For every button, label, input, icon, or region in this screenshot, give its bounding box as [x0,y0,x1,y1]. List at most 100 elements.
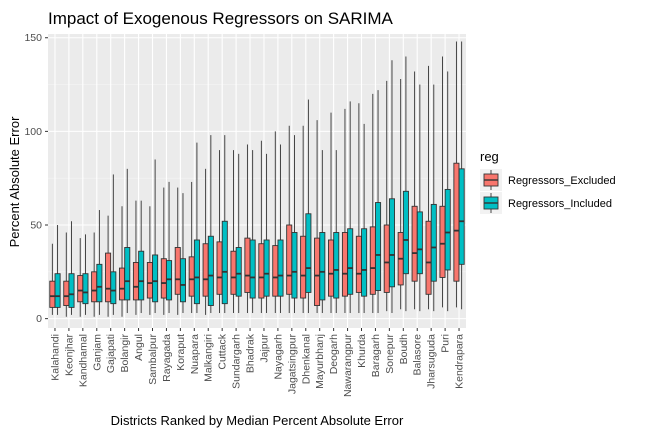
x-tick-label: Boudh [398,334,410,365]
iqr-box [319,232,326,301]
x-tick-label: Kendrapara [454,334,466,389]
iqr-box [49,280,56,308]
legend-item-regressors_excluded: Regressors_Excluded [480,169,616,191]
x-tick-label: Nawarangpur [342,334,354,398]
iqr-box [188,256,195,297]
box-regressors_included-balasore [416,84,423,312]
iqr-box [160,258,167,299]
x-tick-label: Koraput [175,334,187,371]
x-tick-label: Puri [440,334,452,353]
x-tick-label: Kalahandi [49,334,61,381]
iqr-box [439,205,446,278]
x-tick-label: Balasore [412,334,424,376]
iqr-box [355,235,362,293]
box-regressors_included-baragarh [375,90,382,314]
box-regressors_excluded-nuapara [188,181,195,314]
y-axis: 0 50 100 150 [24,32,48,325]
box-regressors_included-nawarangpur [347,101,354,314]
box-regressors_included-jagatsingpur [291,135,298,314]
x-tick-label: Baragarh [370,334,382,377]
iqr-box [138,250,145,301]
box-regressors_included-sundargarh [235,153,242,314]
x-tick-label: Kandhamal [77,334,89,387]
x-tick-label: Nayagarh [272,334,284,380]
iqr-box [458,168,465,265]
iqr-box [314,237,321,306]
x-axis: Kalahandi Keonjhar Kandhamal Ganjam Gajapati… [49,328,466,398]
box-regressors_included-mayurbhanj [319,150,326,314]
iqr-box [235,247,242,297]
iqr-box [244,237,251,293]
x-tick-label: Gajapati [105,334,117,373]
legend-item-regressors_included: Regressors_Included [480,192,612,214]
iqr-box [258,243,265,299]
box-regressors_included-bhadrak [249,150,256,314]
iqr-box [375,202,382,291]
iqr-box [388,198,395,288]
iqr-box [263,239,270,297]
iqr-box [132,262,139,301]
box-regressors_included-cuttack [221,135,228,314]
x-tick-label: Rayagada [161,334,173,382]
x-tick-label: Sambalpur [147,334,159,385]
iqr-box [221,220,228,305]
iqr-box [300,235,307,299]
x-tick-label: Nuapara [189,334,201,374]
box-regressors_included-sonepur [388,60,395,314]
iqr-box [207,235,214,306]
box-regressors_excluded-baragarh [369,93,376,314]
box-regressors_excluded-gajapati [105,215,112,317]
x-tick-label: Ganjam [91,334,103,371]
iqr-box [77,275,84,303]
iqr-box [110,271,117,305]
iqr-box [305,213,312,293]
legend-title: reg [480,149,499,164]
box-regressors_included-khurda [361,123,368,314]
iqr-box [124,247,131,301]
box-regressors_included-dhenkanal [305,99,312,314]
iqr-box [202,243,209,297]
box-regressors_included-nuapara [193,142,200,314]
plot-panel [48,34,466,328]
iqr-box [193,239,200,305]
x-tick-label: Bhadrak [245,333,257,373]
iqr-box [146,262,153,299]
y-tick-label: 50 [30,220,42,232]
x-tick-label: Sundargarh [231,334,243,389]
y-tick-label: 150 [24,32,42,44]
iqr-box [383,224,390,293]
box-regressors_included-bolangir [124,168,131,314]
box-regressors_included-gajapati [110,174,117,315]
iqr-box [444,188,451,271]
legend: reg Regressors_Excluded Regressors_Includ… [480,149,616,214]
iqr-box [119,267,126,301]
box-regressors_included-jharsuguda [430,84,437,312]
iqr-box [54,273,61,308]
chart-title: Impact of Exogenous Regressors on SARIMA [48,9,394,28]
x-tick-label: Bolangir [119,334,131,373]
y-tick-label: 0 [36,313,42,325]
iqr-box [369,226,376,295]
iqr-box [272,245,279,297]
box-regressors_excluded-sonepur [383,80,390,312]
box-regressors_excluded-balasore [411,71,418,310]
iqr-box [416,211,423,275]
iqr-box [216,241,223,295]
x-tick-label: Sonepur [384,334,396,374]
iqr-box [411,205,418,282]
box-regressors_excluded-boudh [397,78,404,310]
x-tick-label: Jagatsingpur [286,333,298,394]
box-regressors_included-kalahandi [54,225,61,315]
box-regressors_excluded-cuttack [216,150,223,314]
x-tick-label: Khurda [356,334,368,368]
iqr-box [230,250,237,295]
iqr-box [286,224,293,295]
x-tick-label: Malkangiri [203,334,215,382]
iqr-box [277,239,284,297]
iqr-box [347,228,354,295]
y-axis-title: Percent Absolute Error [7,116,22,247]
x-tick-label: Deogarh [328,334,340,374]
x-tick-label: Keonjhar [63,333,75,376]
box-regressors_excluded-jagatsingpur [286,125,293,314]
